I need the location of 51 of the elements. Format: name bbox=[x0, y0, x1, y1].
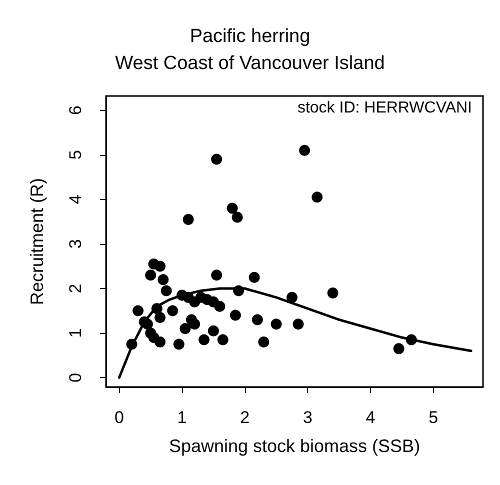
point bbox=[252, 314, 263, 326]
x-axis-title: Spawning stock biomass (SSB) bbox=[168, 436, 420, 456]
point bbox=[299, 144, 310, 156]
point bbox=[211, 270, 222, 281]
point bbox=[145, 328, 156, 339]
point bbox=[182, 214, 194, 225]
x-tick-label: 2 bbox=[240, 408, 250, 427]
point bbox=[173, 338, 184, 350]
point bbox=[198, 334, 210, 346]
y-axis-title: Recruitment (R) bbox=[27, 178, 47, 306]
x-tick-label: 3 bbox=[302, 408, 312, 427]
annotation: stock ID: HERRWCVANI bbox=[297, 100, 472, 116]
point bbox=[270, 318, 282, 330]
chart-title: Pacific herring bbox=[190, 26, 310, 47]
x-tick-label: 4 bbox=[366, 408, 376, 427]
y-tick-label: 6 bbox=[66, 106, 85, 115]
point bbox=[145, 270, 156, 281]
point bbox=[286, 292, 298, 303]
y-tick-label: 5 bbox=[66, 150, 85, 160]
point bbox=[180, 323, 191, 334]
point bbox=[208, 325, 219, 336]
y-tick-label: 2 bbox=[66, 284, 85, 294]
point bbox=[160, 285, 172, 296]
point bbox=[154, 312, 166, 323]
chart-subtitle: West Coast of Vancouver Island bbox=[115, 53, 385, 74]
point bbox=[232, 212, 243, 223]
y-tick-label: 1 bbox=[66, 328, 85, 338]
point bbox=[327, 287, 338, 298]
y-tick-label: 0 bbox=[66, 372, 85, 382]
x-tick-label: 5 bbox=[428, 408, 438, 427]
point bbox=[189, 296, 200, 308]
point bbox=[217, 334, 228, 346]
point bbox=[226, 202, 238, 214]
point bbox=[167, 305, 178, 316]
point bbox=[154, 336, 166, 348]
point bbox=[154, 260, 166, 272]
point bbox=[230, 310, 241, 321]
point bbox=[312, 192, 323, 203]
point bbox=[211, 154, 222, 165]
point bbox=[132, 305, 144, 316]
y-tick-label: 4 bbox=[66, 194, 85, 204]
y-tick-label: 3 bbox=[66, 239, 85, 249]
point bbox=[258, 336, 270, 348]
point bbox=[292, 318, 304, 330]
point bbox=[189, 318, 200, 330]
x-tick-label: 0 bbox=[114, 408, 124, 427]
point bbox=[248, 272, 260, 283]
point bbox=[158, 274, 169, 286]
point bbox=[214, 300, 226, 312]
x-tick-label: 1 bbox=[177, 408, 187, 427]
point bbox=[393, 343, 404, 354]
